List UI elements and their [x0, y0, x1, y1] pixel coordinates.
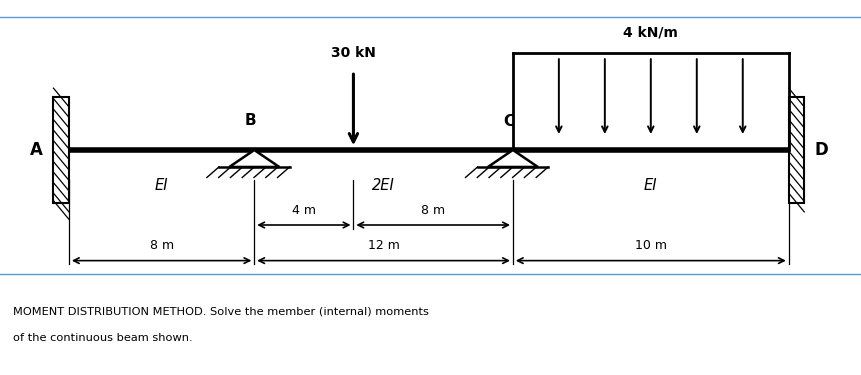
- Text: C: C: [503, 114, 513, 129]
- Text: of the continuous beam shown.: of the continuous beam shown.: [13, 333, 192, 343]
- Text: B: B: [244, 112, 256, 128]
- Text: 4 kN/m: 4 kN/m: [623, 26, 678, 39]
- Text: EI: EI: [643, 178, 657, 193]
- Text: 10 m: 10 m: [634, 239, 666, 252]
- Text: MOMENT DISTRIBUTION METHOD. Solve the member (internal) moments: MOMENT DISTRIBUTION METHOD. Solve the me…: [13, 307, 428, 317]
- Text: 2EI: 2EI: [372, 178, 394, 193]
- Text: 12 m: 12 m: [368, 239, 399, 252]
- Text: A: A: [30, 141, 42, 159]
- Text: 8 m: 8 m: [150, 239, 173, 252]
- Bar: [788, 98, 803, 202]
- Bar: [53, 98, 69, 202]
- Text: 30 kN: 30 kN: [331, 46, 375, 60]
- Polygon shape: [487, 150, 537, 167]
- Text: EI: EI: [155, 178, 168, 193]
- Polygon shape: [229, 150, 279, 167]
- Text: D: D: [814, 141, 827, 159]
- Text: 4 m: 4 m: [292, 204, 315, 217]
- Text: 8 m: 8 m: [421, 204, 444, 217]
